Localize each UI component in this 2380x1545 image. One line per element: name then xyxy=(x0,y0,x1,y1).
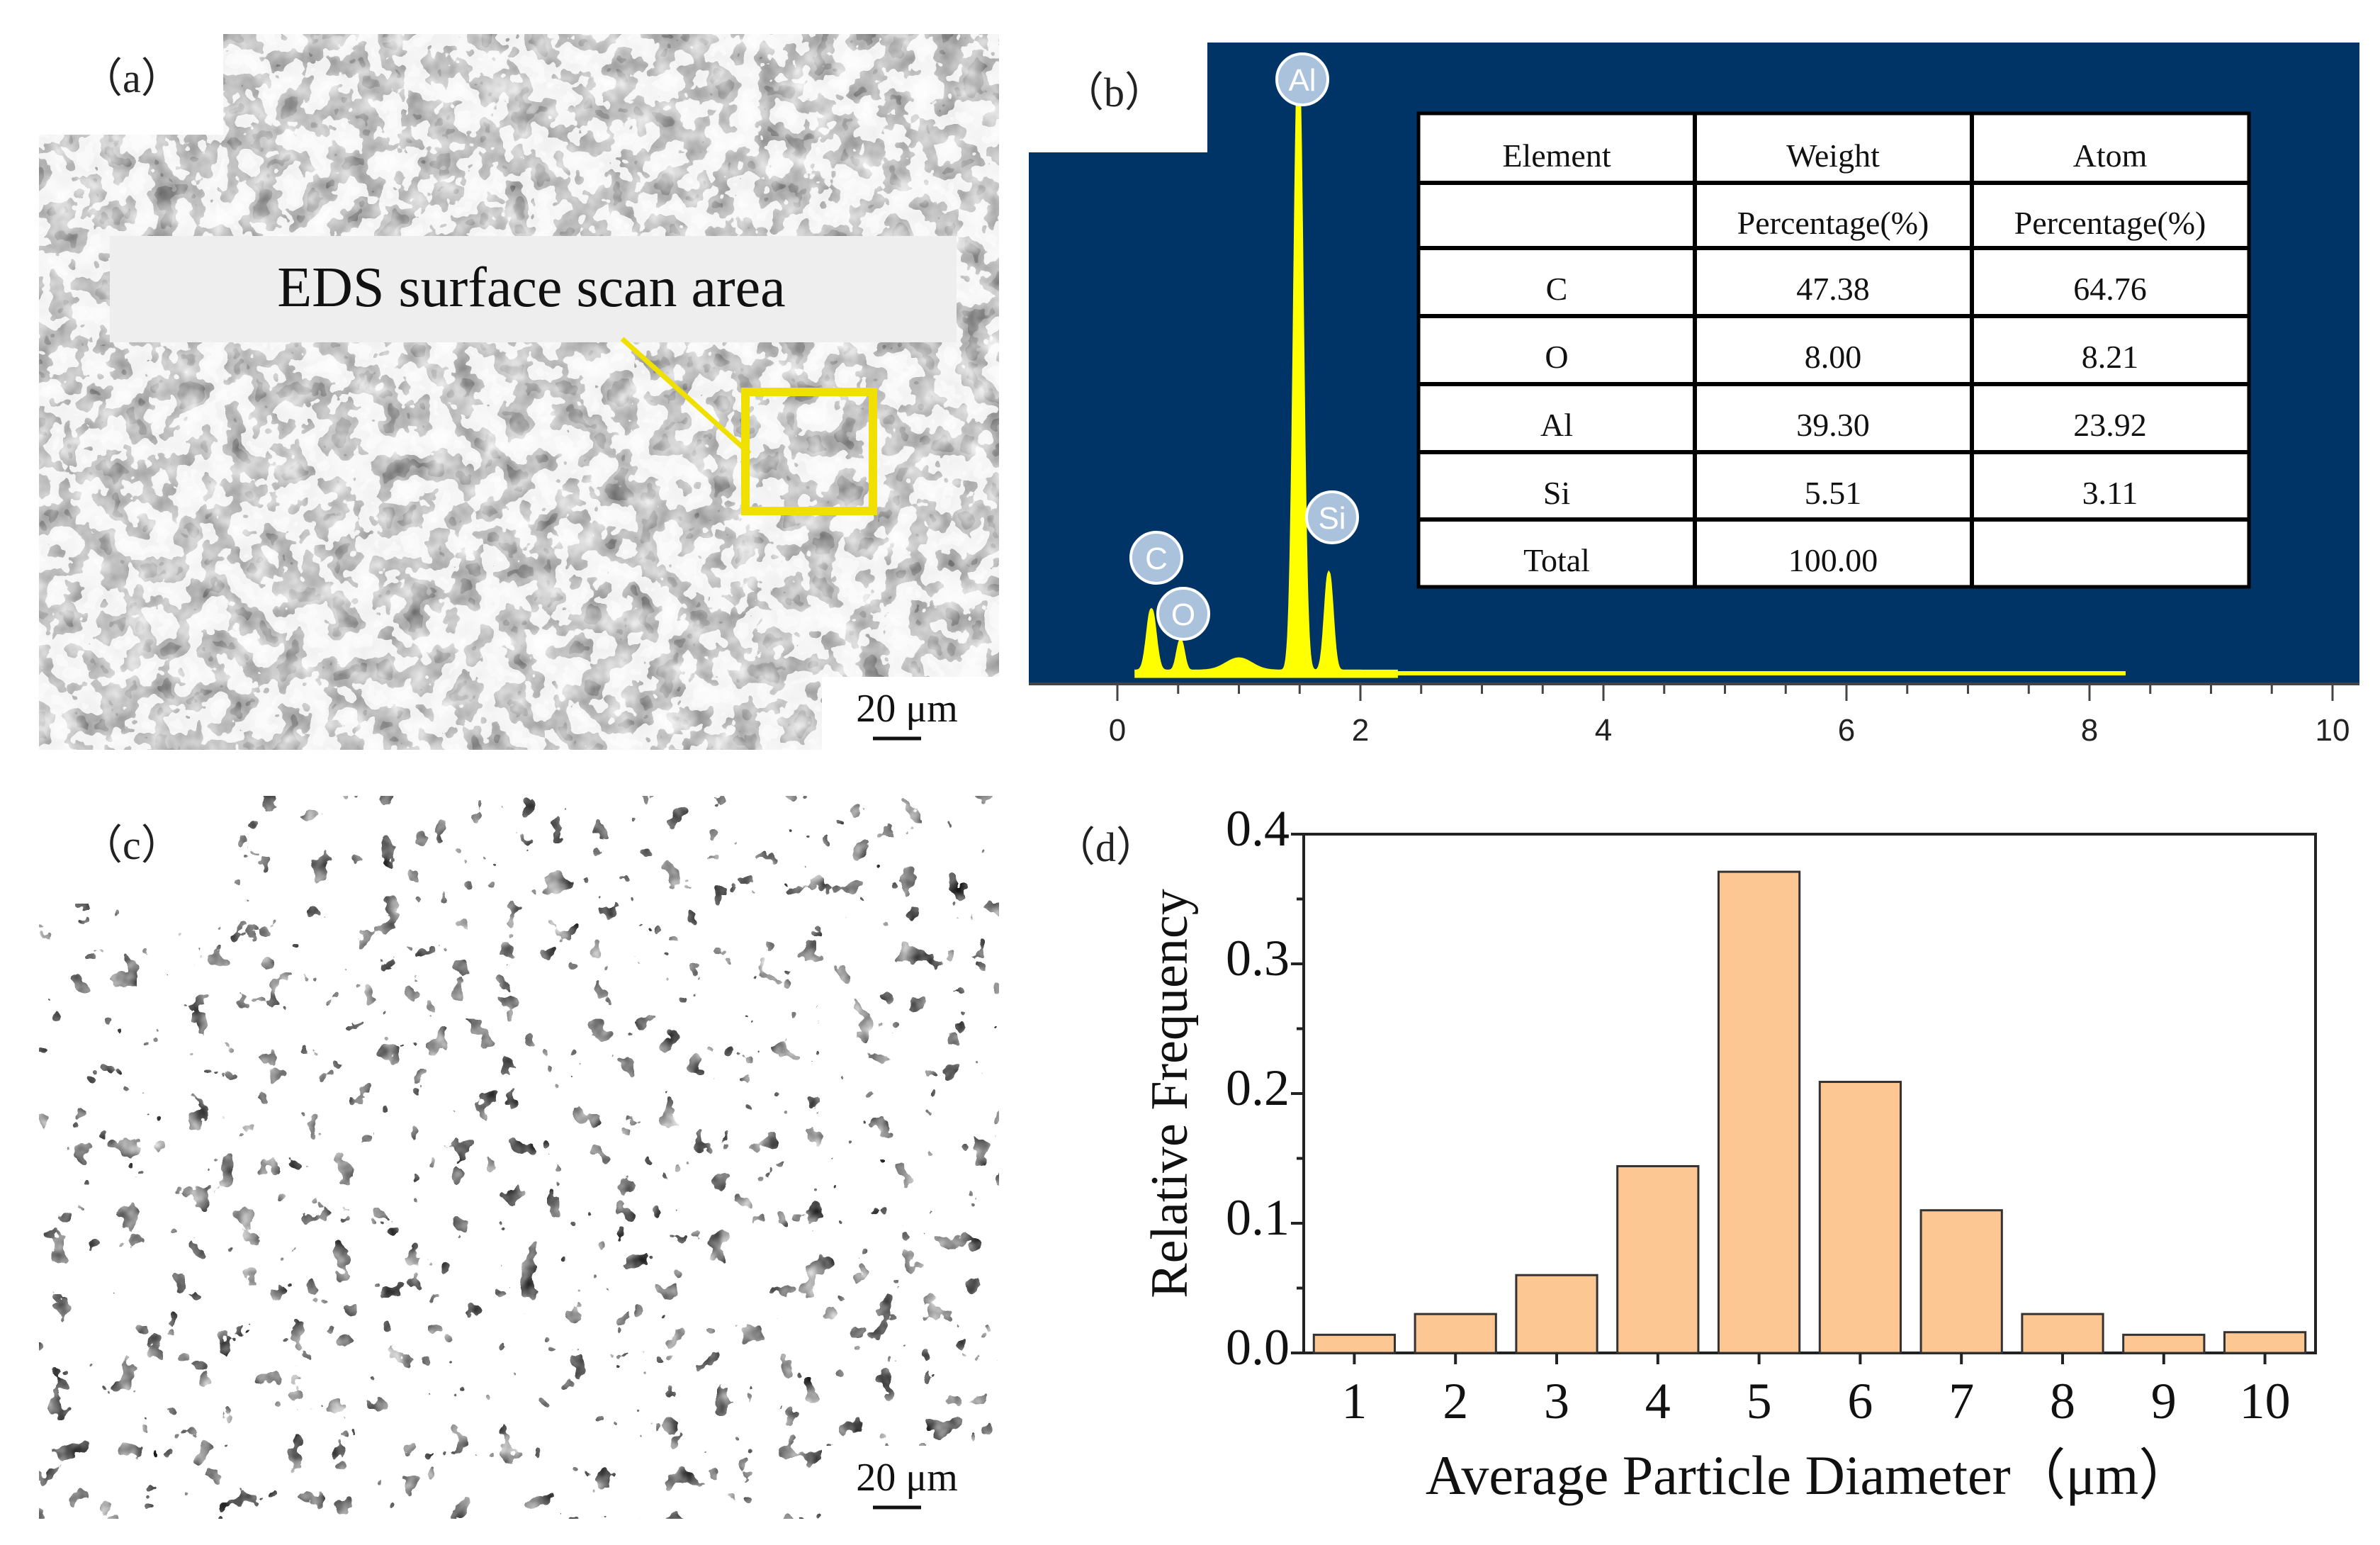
eds-tick-label: 8 xyxy=(2081,713,2098,748)
binary-image-c xyxy=(39,796,999,1519)
callout-text: EDS surface scan area xyxy=(277,257,785,319)
table-cell: Si xyxy=(1543,475,1570,511)
composition-table: Element Weight Atom Percentage(%) Percen… xyxy=(1416,111,2251,589)
x-tick-label: 4 xyxy=(1645,1373,1671,1429)
peak-badge-o: O xyxy=(1156,587,1210,641)
peak-label-si: Si xyxy=(1318,501,1346,536)
peak-label-o: O xyxy=(1171,597,1195,632)
table-cell: Al xyxy=(1540,407,1573,443)
y-tick-label: 0.4 xyxy=(1226,800,1290,857)
panel-c: （c） 20 μm xyxy=(39,796,999,1519)
table-subheader: Percentage(%) xyxy=(1737,205,1929,241)
histogram-bar xyxy=(1515,1274,1598,1354)
panel-b-label: （b） xyxy=(1063,69,1166,116)
x-tick-label: 5 xyxy=(1747,1373,1772,1429)
x-tick-label: 6 xyxy=(1847,1373,1873,1429)
table-header-atom: Atom xyxy=(2073,137,2148,174)
eds-tick-label: 2 xyxy=(1352,713,1369,748)
histogram-frame xyxy=(1302,833,2317,1354)
histogram-bar xyxy=(1717,870,1801,1354)
histogram-x-tick-labels: 1 2 3 4 5 6 7 8 9 10 xyxy=(1341,1373,2290,1429)
table-cell: 5.51 xyxy=(1805,475,1862,511)
table-cell: 8.00 xyxy=(1805,339,1862,375)
table-cell: 39.30 xyxy=(1796,407,1870,443)
x-tick-label: 9 xyxy=(2151,1373,2177,1429)
x-axis-title: Average Particle Diameter（μm） xyxy=(1426,1444,2194,1506)
y-tick-label: 0.0 xyxy=(1226,1319,1290,1376)
table-cell: 47.38 xyxy=(1796,271,1870,307)
y-tick-label: 0.3 xyxy=(1226,930,1290,987)
histogram-bar xyxy=(1818,1081,1902,1354)
panel-c-label-box xyxy=(39,796,223,904)
table-cell: O xyxy=(1545,339,1568,375)
peak-label-al: Al xyxy=(1288,63,1316,98)
x-tick-label: 8 xyxy=(2050,1373,2075,1429)
eds-tick-label: 0 xyxy=(1109,713,1126,748)
peak-badge-si: Si xyxy=(1305,490,1359,544)
panel-b: （b） Al Si C O 0 2 4 6 8 xyxy=(1029,43,2359,748)
table-subheader: Percentage(%) xyxy=(2014,205,2206,241)
x-tick-label: 2 xyxy=(1443,1373,1468,1429)
eds-scan-area-box xyxy=(741,388,877,515)
table-cell: 23.92 xyxy=(2073,407,2147,443)
histogram-bar xyxy=(2021,1313,2104,1354)
peak-label-c: C xyxy=(1145,541,1168,576)
panel-a-label: （a） xyxy=(81,55,182,101)
callout-leader-line xyxy=(620,337,752,456)
table-header-weight: Weight xyxy=(1786,137,1880,174)
callout-box xyxy=(110,236,957,342)
eds-x-ticks xyxy=(1116,684,2334,701)
panel-d-label: （d） xyxy=(1054,824,1157,870)
peak-badge-al: Al xyxy=(1275,52,1329,106)
table-cell: 3.11 xyxy=(2082,475,2138,511)
panel-d: （d） 0.0 0.1 0.2 0.3 0.4 1 2 3 4 5 6 7 8 9 10 Rela… xyxy=(1054,800,2317,1506)
table-cell: C xyxy=(1546,271,1568,307)
panel-c-label: （c） xyxy=(81,822,182,868)
histogram-bar xyxy=(1414,1313,1497,1354)
eds-tick-label: 10 xyxy=(2316,713,2350,748)
eds-spectrum-line xyxy=(1134,62,1398,678)
histogram-bar xyxy=(1312,1333,1397,1354)
y-axis-title: Relative Frequency xyxy=(1141,889,1199,1298)
x-tick-label: 7 xyxy=(1948,1373,1974,1429)
y-tick-label: 0.2 xyxy=(1226,1060,1290,1116)
x-tick-label: 10 xyxy=(2240,1373,2291,1429)
histogram-bar xyxy=(2122,1333,2206,1354)
x-tick-label: 1 xyxy=(1341,1373,1367,1429)
histogram-bar xyxy=(1616,1164,1700,1354)
eds-x-tick-labels: 0 2 4 6 8 10 xyxy=(1109,713,2350,748)
panel-a-label-box xyxy=(39,34,223,135)
panel-a: （a） EDS surface scan area 20 μm xyxy=(39,34,999,750)
histogram-ticks xyxy=(1291,833,2267,1364)
table-cell: 100.00 xyxy=(1788,542,1878,578)
peak-badge-c: C xyxy=(1129,531,1183,585)
histogram-bar xyxy=(1919,1209,2003,1354)
table-cell: Total xyxy=(1523,542,1590,578)
histogram-bar xyxy=(2223,1331,2307,1354)
scale-bar-label-c: 20 μm xyxy=(856,1456,958,1500)
y-tick-label: 0.1 xyxy=(1226,1189,1290,1246)
table-cell: 8.21 xyxy=(2082,339,2139,375)
scale-bar-label-a: 20 μm xyxy=(856,687,958,731)
table-cell: 64.76 xyxy=(2073,271,2147,307)
histogram-bars xyxy=(1312,870,2307,1354)
table-background xyxy=(1416,111,2251,589)
x-tick-label: 3 xyxy=(1544,1373,1569,1429)
table-header-element: Element xyxy=(1502,137,1611,174)
panel-b-label-box xyxy=(1029,43,1207,152)
eds-tick-label: 4 xyxy=(1595,713,1612,748)
eds-tick-label: 6 xyxy=(1838,713,1855,748)
